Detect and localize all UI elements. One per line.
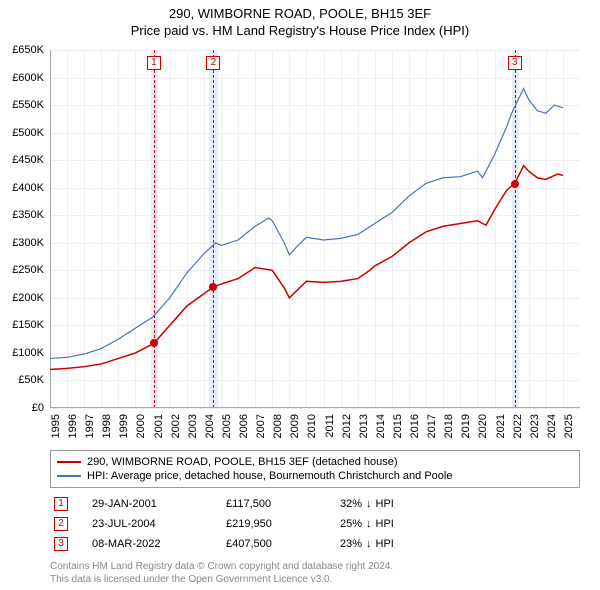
event-row: 3 08-MAR-2022 £407,500 23% ↓ HPI [50,534,580,554]
event-diff: 23% ↓ HPI [340,538,394,550]
ytick-label: £300K [0,237,50,249]
footer-line2: This data is licensed under the Open Gov… [50,573,580,586]
legend-label: HPI: Average price, detached house, Bour… [87,470,452,482]
event-table: 1 29-JAN-2001 £117,500 32% ↓ HPI 2 23-JUL-2004 £… [50,494,580,554]
gridline-h [50,408,580,409]
event-diff-pct: 32% [340,498,362,510]
series-line-hpi [50,89,563,359]
event-price: £407,500 [226,538,316,550]
event-number-box: 3 [54,537,68,551]
event-diff: 25% ↓ HPI [340,518,394,530]
ytick-label: £550K [0,99,50,111]
event-row: 2 23-JUL-2004 £219,950 25% ↓ HPI [50,514,580,534]
ytick-label: £50K [0,374,50,386]
legend-row: HPI: Average price, detached house, Bour… [57,469,573,483]
arrow-down-icon: ↓ [366,518,372,530]
price-dot [511,180,519,188]
chart-title-line2: Price paid vs. HM Land Registry's House … [0,23,600,38]
event-diff-pct: 25% [340,518,362,530]
event-diff-vs: HPI [376,538,394,550]
chart-legend: 290, WIMBORNE ROAD, POOLE, BH15 3EF (det… [50,450,580,488]
event-diff-vs: HPI [376,518,394,530]
legend-swatch [57,461,81,463]
chart-line-svg [50,50,580,408]
event-price: £219,950 [226,518,316,530]
chart-title-block: 290, WIMBORNE ROAD, POOLE, BH15 3EF Pric… [0,0,600,40]
event-price: £117,500 [226,498,316,510]
legend-label: 290, WIMBORNE ROAD, POOLE, BH15 3EF (det… [87,456,398,468]
price-dot [150,339,158,347]
legend-swatch [57,475,81,477]
xtick-label: 2025 [563,414,600,438]
event-date: 08-MAR-2022 [92,538,202,550]
ytick-label: £650K [0,44,50,56]
series-line-price_paid [50,166,563,370]
legend-row: 290, WIMBORNE ROAD, POOLE, BH15 3EF (det… [57,455,573,469]
event-number-box: 1 [54,497,68,511]
event-date: 29-JAN-2001 [92,498,202,510]
ytick-label: £450K [0,154,50,166]
arrow-down-icon: ↓ [366,538,372,550]
event-date: 23-JUL-2004 [92,518,202,530]
chart-title-line1: 290, WIMBORNE ROAD, POOLE, BH15 3EF [0,6,600,21]
ytick-label: £200K [0,292,50,304]
event-diff-pct: 23% [340,538,362,550]
event-row: 1 29-JAN-2001 £117,500 32% ↓ HPI [50,494,580,514]
ytick-label: £150K [0,319,50,331]
ytick-label: £250K [0,264,50,276]
event-number-box: 2 [54,517,68,531]
ytick-label: £500K [0,127,50,139]
ytick-label: £0 [0,402,50,414]
event-diff-vs: HPI [376,498,394,510]
chart-footer: Contains HM Land Registry data © Crown c… [50,560,580,586]
ytick-label: £350K [0,209,50,221]
event-diff: 32% ↓ HPI [340,498,394,510]
footer-line1: Contains HM Land Registry data © Crown c… [50,560,580,573]
ytick-label: £100K [0,347,50,359]
ytick-label: £600K [0,72,50,84]
price-dot [209,283,217,291]
ytick-label: £400K [0,182,50,194]
arrow-down-icon: ↓ [366,498,372,510]
